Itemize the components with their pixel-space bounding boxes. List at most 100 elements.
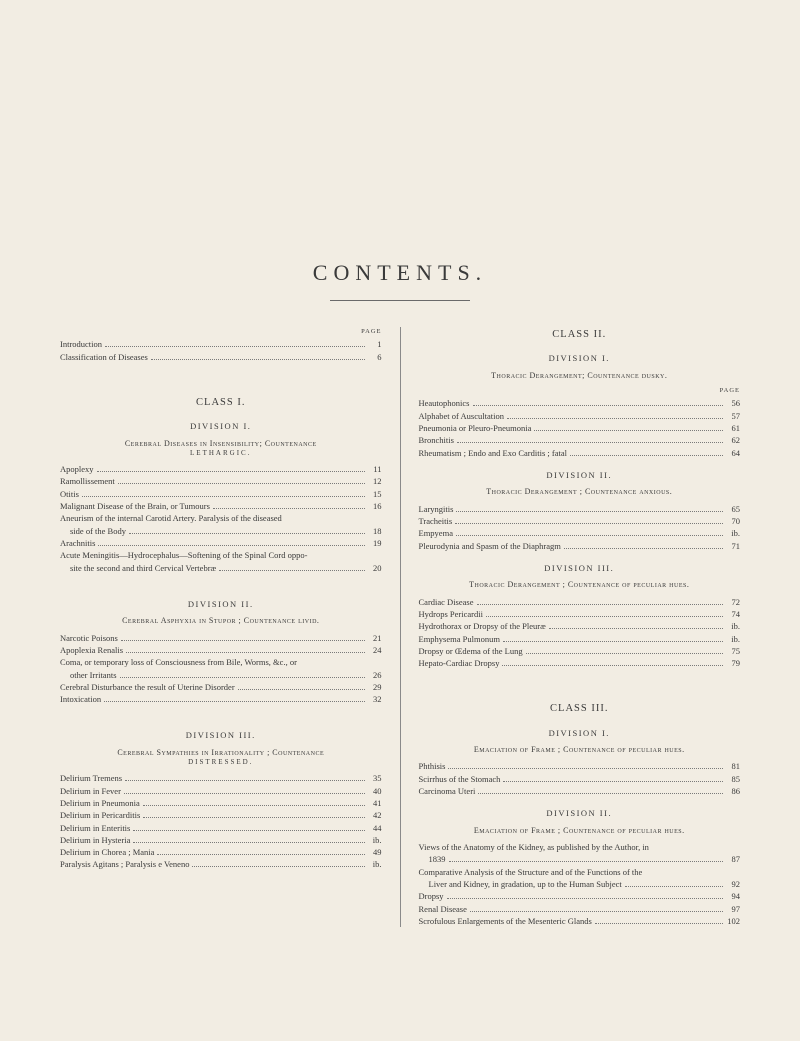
toc-entry: Arachnitis 19 [60,537,382,549]
entry-label: Hydrothorax or Dropsy of the Pleuræ [419,620,546,632]
division-heading: DIVISION I. [419,727,741,739]
entry-page: 74 [726,608,740,620]
toc-entry: Narcotic Poisons21 [60,632,382,644]
entries: Delirium Tremens35Delirium in Fever40Del… [60,772,382,871]
entry-label: Comparative Analysis of the Structure an… [419,866,643,878]
leader-dots [118,483,365,484]
entry-label: Rheumatism ; Endo and Exo Carditis ; fat… [419,447,568,459]
leader-dots [133,842,364,843]
entry-label: Renal Disease [419,903,467,915]
right-column: CLASS II. DIVISION I. Thoracic Derangeme… [419,327,741,927]
toc-entry: Delirium in Pneumonia41 [60,797,382,809]
toc-entry: Cerebral Disturbance the result of Uteri… [60,681,382,693]
entry-page: 64 [726,447,740,459]
class-heading: CLASS III. [419,701,741,716]
entry-page: 85 [726,773,740,785]
division-heading: DIVISION II. [419,807,741,819]
section-heading: Cerebral Diseases in Insensibility; Coun… [60,439,382,458]
leader-dots [213,508,365,509]
class-heading: CLASS II. [419,327,741,342]
entry-page: 57 [726,410,740,422]
leader-dots [124,793,365,794]
division-heading: DIVISION I. [60,420,382,432]
left-column: PAGE Introduction1Classification of Dise… [60,327,382,927]
entry-label: Liver and Kidney, in gradation, up to th… [419,878,622,890]
toc-entry: Ramollissement12 [60,475,382,487]
leader-dots [125,780,364,781]
entry-label: Malignant Disease of the Brain, or Tumou… [60,500,210,512]
division-heading: DIVISION II. [60,598,382,610]
toc-entry: Alphabet of Auscultation57 [419,410,741,422]
leader-dots [129,533,365,534]
toc-entry: Paralysis Agitans ; Paralysis e Venenoib… [60,858,382,870]
leader-dots [449,861,724,862]
entry-label: Arachnitis [60,537,95,549]
entry-label: Phthisis [419,760,446,772]
entry-label: Scirrhus of the Stomach [419,773,501,785]
entry-label: Pleurodynia and Spasm of the Diaphragm [419,540,561,552]
entry-label: other Irritants [60,669,117,681]
entry-page: 87 [726,853,740,865]
entry-page: ib. [726,633,740,645]
horizontal-rule [330,300,470,301]
entry-label: Apoplexia Renalis [60,644,123,656]
entry-page: 81 [726,760,740,772]
entry-page: 15 [368,488,382,500]
toc-entry: Laryngitis65 [419,503,741,515]
toc-entry: Renal Disease97 [419,903,741,915]
entry-label: Dropsy [419,890,444,902]
leader-dots [448,768,723,769]
entry-label: Narcotic Poisons [60,632,118,644]
leader-dots [456,511,723,512]
entries: Cardiac Disease72Hydrops Pericardii74Hyd… [419,596,741,670]
entries: Narcotic Poisons21Apoplexia Renalis24Com… [60,632,382,706]
toc-entry: Pneumonia or Pleuro-Pneumonia61 [419,422,741,434]
entry-label: Delirium in Hysteria [60,834,130,846]
leader-dots [477,604,724,605]
entry-label: Views of the Anatomy of the Kidney, as p… [419,841,649,853]
toc-entry: Delirium Tremens35 [60,772,382,784]
entry-page: 18 [368,525,382,537]
entry-label: Heautophonics [419,397,470,409]
page-label: PAGE [419,386,741,395]
entry-page: 26 [368,669,382,681]
entry-label: Delirium in Enteritis [60,822,130,834]
entry-page: ib. [726,527,740,539]
toc-entry: Dropsy 94 [419,890,741,902]
section-heading: Thoracic Derangement; Countenance dusky. [419,371,741,381]
entry-page: 49 [368,846,382,858]
contents-title: CONTENTS. [60,260,740,286]
leader-dots [486,616,723,617]
entries: Laryngitis65Tracheitis70Empyemaib.Pleuro… [419,503,741,552]
toc-entry: Phthisis 81 [419,760,741,772]
leader-dots [549,628,723,629]
toc-entry: Malignant Disease of the Brain, or Tumou… [60,500,382,512]
leader-dots [507,418,723,419]
toc-entry: Tracheitis70 [419,515,741,527]
entry-label: Laryngitis [419,503,454,515]
leader-dots [105,346,364,347]
entry-page: 35 [368,772,382,784]
division-heading: DIVISION I. [419,352,741,364]
entry-label: Acute Meningitis—Hydrocephalus—Softening… [60,549,307,561]
leader-dots [455,523,723,524]
column-divider [400,327,401,927]
toc-entry: Views of the Anatomy of the Kidney, as p… [419,841,741,853]
leader-dots [457,442,723,443]
toc-entry: Delirium in Fever40 [60,785,382,797]
leader-dots [570,455,723,456]
toc-entry: Liver and Kidney, in gradation, up to th… [419,878,741,890]
toc-entry: Comparative Analysis of the Structure an… [419,866,741,878]
leader-dots [157,854,364,855]
entries: Views of the Anatomy of the Kidney, as p… [419,841,741,927]
entry-label: Paralysis Agitans ; Paralysis e Veneno [60,858,189,870]
leader-dots [143,805,365,806]
toc-entry: Delirium in Pericarditis42 [60,809,382,821]
toc-entry: Acute Meningitis—Hydrocephalus—Softening… [60,549,382,561]
leader-dots [97,471,365,472]
entry-page: 19 [368,537,382,549]
entry-page: 94 [726,890,740,902]
toc-entry: Apoplexy11 [60,463,382,475]
entry-label: Otitis [60,488,79,500]
entry-label: Intoxication [60,693,101,705]
